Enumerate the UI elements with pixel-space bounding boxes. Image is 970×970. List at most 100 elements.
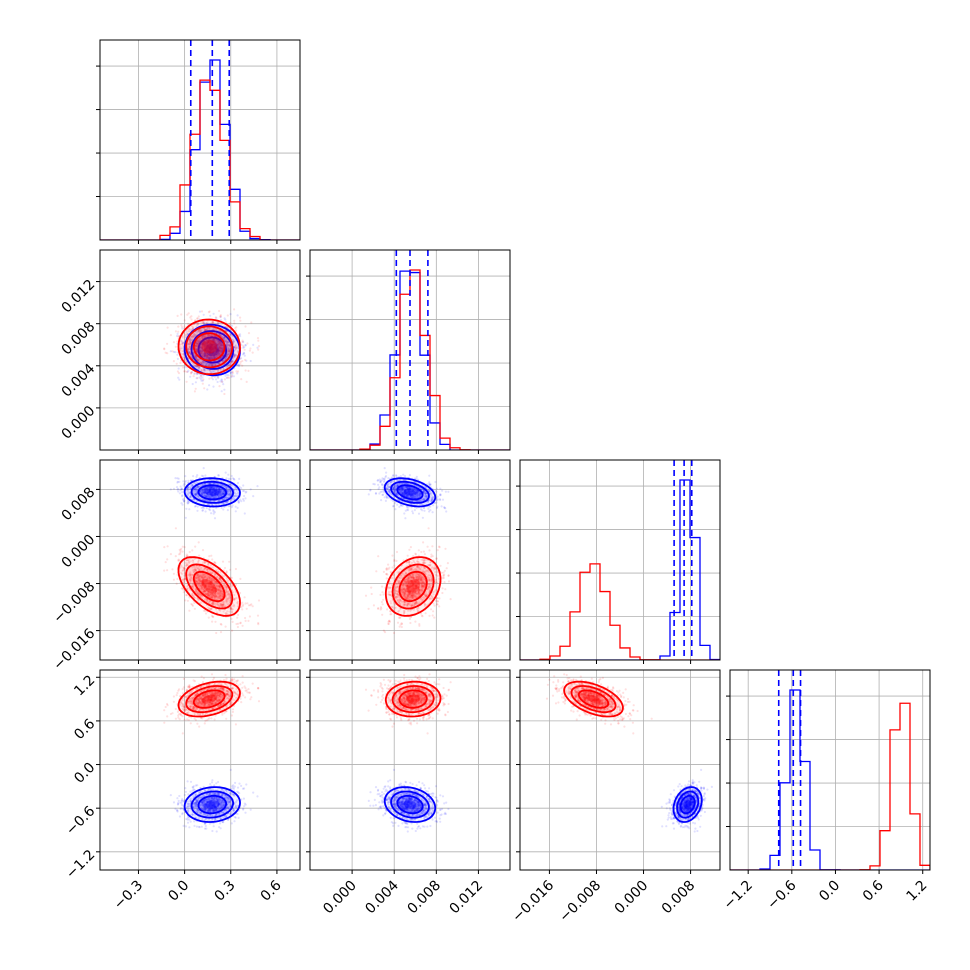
sample-point	[220, 378, 223, 381]
sample-point	[205, 349, 208, 352]
sample-point	[215, 349, 218, 352]
sample-point	[202, 378, 205, 381]
histogram-area	[730, 670, 930, 870]
sample-point	[214, 340, 217, 343]
sample-point	[181, 342, 184, 345]
sample-point	[193, 364, 197, 367]
sample-point	[244, 602, 247, 605]
sample-point	[189, 341, 192, 344]
sample-point	[233, 319, 236, 322]
sample-point	[202, 342, 205, 345]
sample-point	[172, 350, 176, 354]
sample-point	[176, 370, 179, 373]
sample-point	[256, 614, 260, 617]
sample-point	[210, 364, 213, 367]
sample-point	[210, 347, 213, 350]
sample-point	[207, 339, 210, 342]
sample-point	[175, 582, 178, 585]
sample-point	[215, 631, 218, 635]
sample-point	[241, 353, 245, 356]
sample-point	[212, 351, 215, 354]
sample-point	[211, 363, 215, 366]
sample-point	[166, 569, 169, 572]
sample-point	[216, 352, 219, 356]
sample-point	[200, 351, 203, 354]
sample-point	[216, 349, 219, 352]
sample-point	[172, 487, 176, 490]
sample-point	[223, 338, 226, 341]
sample-point	[242, 484, 245, 487]
sample-point	[195, 343, 198, 346]
sample-point	[218, 352, 221, 355]
sample-point	[217, 349, 221, 352]
sample-point	[201, 336, 204, 339]
sample-point	[216, 343, 219, 346]
sample-point	[186, 494, 189, 497]
sample-point	[213, 354, 216, 357]
sample-point	[204, 346, 207, 349]
sample-point	[214, 316, 217, 319]
sample-point	[236, 314, 239, 317]
sample-point	[181, 503, 184, 506]
sample-point	[404, 517, 407, 520]
sample-point	[224, 374, 227, 377]
sample-point	[206, 343, 209, 346]
sample-point	[203, 355, 206, 358]
sample-point	[257, 345, 261, 348]
sample-point	[200, 352, 203, 355]
sample-point	[206, 363, 209, 366]
sample-point	[241, 359, 244, 363]
sample-point	[211, 356, 214, 360]
sample-point	[208, 348, 211, 351]
sample-point	[229, 371, 232, 375]
sample-point	[213, 560, 216, 564]
sample-point	[205, 343, 208, 347]
sample-point	[239, 577, 242, 581]
sample-point	[219, 334, 222, 337]
sample-point	[208, 344, 211, 347]
sample-point	[212, 328, 215, 331]
sample-point	[205, 349, 208, 352]
sample-point	[221, 484, 224, 487]
sample-point	[210, 356, 213, 360]
sample-point	[212, 339, 215, 343]
sample-point	[204, 612, 208, 615]
sample-point	[213, 334, 216, 337]
sample-point	[232, 340, 235, 343]
sample-point	[166, 352, 169, 355]
sample-point	[204, 344, 207, 348]
histogram-series-1	[730, 702, 930, 870]
sample-point	[210, 343, 213, 346]
sample-point	[176, 340, 179, 343]
sample-point	[209, 345, 212, 349]
sample-point	[214, 340, 217, 343]
sample-point	[174, 555, 177, 558]
sample-point	[164, 561, 167, 564]
sample-point	[214, 347, 217, 350]
sample-point	[212, 350, 215, 353]
sample-point	[210, 352, 213, 355]
sample-point	[218, 346, 221, 349]
sample-point	[163, 546, 166, 549]
sample-point	[188, 346, 191, 349]
sample-point	[228, 560, 231, 563]
sample-point	[248, 349, 251, 352]
panel-frame	[99, 249, 301, 451]
sample-point	[197, 340, 200, 343]
sample-point	[201, 361, 204, 364]
sample-point	[208, 339, 211, 342]
sample-point	[192, 334, 195, 337]
sample-point	[207, 342, 210, 345]
sample-point	[184, 481, 187, 484]
sample-point	[203, 387, 206, 390]
sample-point	[215, 344, 219, 347]
sample-point	[228, 504, 231, 508]
sample-point	[197, 359, 200, 362]
sample-point	[214, 491, 217, 494]
sample-point	[193, 333, 196, 336]
sample-point	[204, 350, 207, 353]
sample-point	[206, 342, 209, 345]
sample-point	[209, 348, 213, 351]
sample-point	[204, 492, 207, 495]
sample-point	[203, 353, 206, 357]
